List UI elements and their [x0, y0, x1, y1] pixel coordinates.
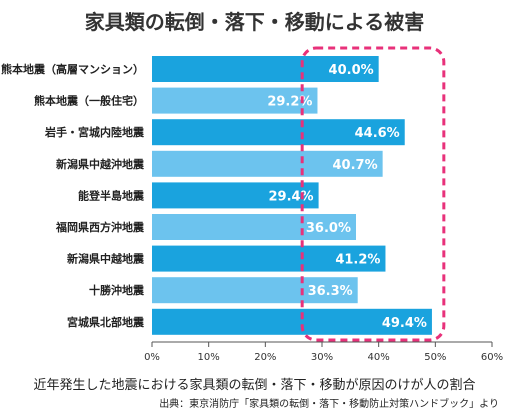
data-label: 29.4%	[268, 189, 313, 204]
source-note: 出典：東京消防庁「家具類の転倒・落下・移動防止対策ハンドブック」より	[159, 399, 499, 410]
data-label: 41.2%	[335, 253, 380, 268]
x-tick-label: 0%	[144, 352, 160, 363]
bar	[152, 308, 432, 335]
category-label: 熊本地震（一般住宅）	[34, 94, 144, 108]
category-label: 岩手・宮城内陸地震	[44, 125, 145, 139]
data-label: 40.0%	[329, 63, 374, 78]
bar	[152, 150, 383, 177]
data-label: 36.3%	[308, 284, 353, 299]
category-label: 熊本地震（高層マンション）	[1, 62, 144, 76]
x-tick-label: 50%	[424, 352, 446, 363]
bar	[152, 182, 319, 209]
data-label: 29.2%	[267, 95, 312, 110]
category-label: 新潟県中越沖地震	[56, 157, 145, 171]
x-tick-label: 40%	[368, 352, 390, 363]
category-label: 能登半島地震	[78, 188, 145, 202]
data-label: 49.4%	[382, 316, 427, 331]
x-tick-label: 20%	[254, 352, 276, 363]
x-tick-label: 60%	[481, 352, 503, 363]
bar	[152, 245, 386, 272]
category-label: 十勝沖地震	[89, 283, 145, 297]
category-label: 新潟県中越地震	[67, 252, 145, 266]
bar	[152, 214, 356, 240]
x-tick-label: 10%	[198, 352, 220, 363]
bar	[152, 87, 318, 114]
data-label: 36.0%	[306, 221, 351, 236]
chart-caption: 近年発生した地震における家具類の転倒・落下・移動が原因のけが人の割合	[33, 378, 476, 393]
bar	[152, 119, 405, 146]
data-label: 44.6%	[355, 126, 400, 141]
bar	[152, 56, 379, 82]
highlight-box	[300, 46, 446, 342]
category-label: 宮城県北部地震	[67, 315, 145, 329]
chart-title: 家具類の転倒・落下・移動による被害	[84, 10, 425, 34]
data-label: 40.7%	[333, 158, 378, 173]
category-label: 福岡県西方沖地震	[55, 220, 145, 234]
x-tick-label: 30%	[311, 352, 333, 363]
bar	[152, 277, 358, 304]
